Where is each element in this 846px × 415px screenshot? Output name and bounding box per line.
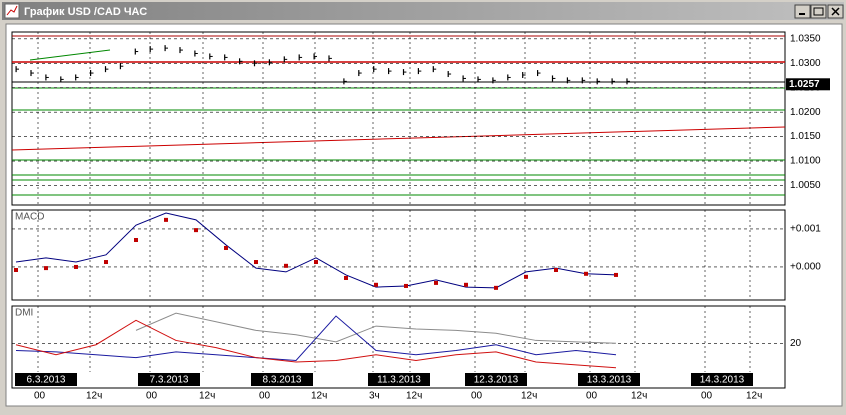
minimize-button[interactable] (794, 4, 811, 19)
hour-label: 00 (259, 391, 271, 402)
y-tick-label: 1.0300 (790, 58, 821, 69)
y-tick-label: 1.0100 (790, 156, 821, 167)
y-tick-label: 1.0050 (790, 180, 821, 191)
trend-line (29, 49, 111, 61)
y-tick-label: +0.001 (790, 224, 821, 235)
hour-label: 00 (34, 391, 46, 402)
signal-dot (554, 268, 558, 272)
indicator-line (135, 312, 617, 344)
signal-dot (494, 285, 498, 290)
signal-dot (344, 275, 348, 280)
hour-label: 00 (146, 391, 158, 402)
date-label: 8.3.2013 (263, 375, 302, 386)
signal-dot (374, 282, 378, 287)
hour-label: 12ч (631, 391, 647, 402)
hour-label: 00 (586, 391, 598, 402)
hour-label: 3ч (369, 391, 380, 402)
signal-dot (584, 271, 588, 276)
date-box (691, 373, 753, 386)
date-label: 14.3.2013 (700, 375, 745, 386)
hour-label: 12ч (406, 391, 422, 402)
window-title: График USD /CAD ЧАС (24, 6, 147, 18)
signal-dot (44, 266, 48, 271)
panel-label: DMI (15, 308, 33, 319)
indicator-line (15, 212, 617, 289)
signal-dot (254, 260, 258, 265)
close-icon (831, 7, 840, 16)
hour-label: 12ч (86, 391, 102, 402)
price-panel (11, 31, 786, 206)
signal-dot (194, 228, 198, 233)
maximize-icon (813, 7, 824, 16)
signal-dot (134, 238, 138, 242)
date-label: 11.3.2013 (377, 375, 421, 386)
signal-dot (14, 268, 18, 272)
hour-label: 12ч (199, 391, 215, 402)
signal-dot (524, 274, 528, 279)
hour-label: 00 (701, 391, 713, 402)
y-tick-label: 20 (790, 338, 802, 349)
hour-label: 12ч (746, 391, 762, 402)
date-box (138, 373, 200, 386)
date-label: 6.3.2013 (27, 375, 66, 386)
date-box (465, 373, 527, 386)
hour-label: 00 (471, 391, 483, 402)
date-label: 12.3.2013 (474, 375, 519, 386)
indicator-line (15, 315, 617, 362)
y-tick-label: 1.0200 (790, 107, 821, 118)
last-price-box (786, 78, 830, 91)
y-tick-label: 1.0350 (790, 33, 821, 44)
last-price-label: 1.0257 (789, 79, 820, 90)
signal-dot (404, 283, 408, 288)
maximize-button[interactable] (810, 4, 827, 19)
y-tick-label: 1.0150 (790, 131, 821, 142)
trend-line (11, 126, 786, 151)
macd-panel (11, 209, 786, 301)
signal-dot (164, 217, 168, 222)
panel-label: MACD (15, 212, 44, 223)
hour-label: 12ч (311, 391, 327, 402)
signal-dot (284, 263, 288, 268)
hour-label: 12ч (521, 391, 537, 402)
title-bar (2, 2, 844, 20)
signal-dot (614, 272, 618, 277)
indicator-line (15, 319, 617, 369)
date-box (368, 373, 430, 386)
window-buttons (794, 4, 844, 19)
date-box (251, 373, 313, 386)
signal-dot (464, 282, 468, 287)
date-box (15, 373, 77, 386)
signal-dot (74, 264, 78, 269)
signal-dot (224, 245, 228, 250)
signal-dot (314, 260, 318, 265)
icon-graph (6, 5, 18, 16)
date-label: 7.3.2013 (150, 375, 189, 386)
date-box (578, 373, 640, 386)
signal-dot (104, 260, 108, 265)
date-label: 13.3.2013 (587, 375, 632, 386)
signal-dot (434, 280, 438, 285)
y-tick-label: +0.000 (790, 262, 821, 273)
